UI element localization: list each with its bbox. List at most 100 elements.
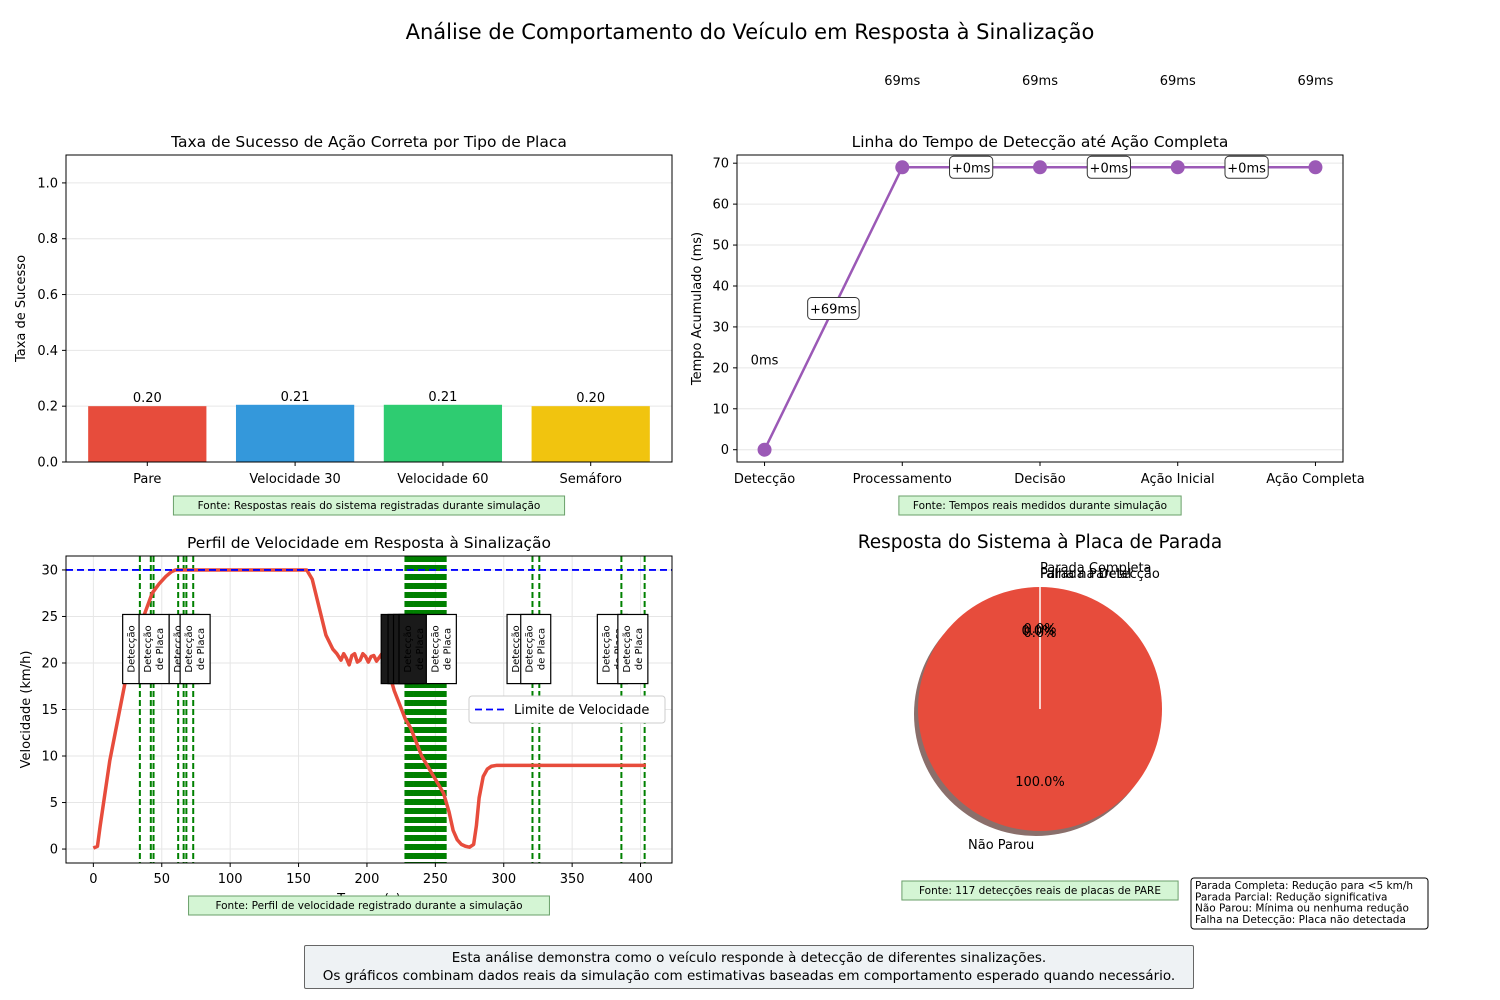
y-tick-label: 0.8: [37, 232, 58, 247]
plot-frame: [736, 154, 1344, 463]
legend-line: Parada Completa: Redução para <5 km/h: [1195, 880, 1413, 892]
y-tick-label: 20: [41, 656, 58, 671]
step-label-box: [1086, 155, 1131, 179]
y-tick-label: 1.0: [37, 176, 58, 191]
legend-line: Falha na Detecção: Placa não detectada: [1195, 914, 1406, 926]
footer-note: Esta análise demonstra como o veículo re…: [304, 945, 1194, 989]
detection-label: de Placa: [155, 628, 166, 670]
point-label: 69ms: [1022, 74, 1058, 89]
detection-label: Detecção: [184, 625, 195, 672]
timeline-point: [1308, 160, 1323, 175]
x-tick-label: 350: [560, 872, 585, 887]
detection-label: Detecção: [143, 625, 154, 672]
y-tick-label: 10: [41, 750, 58, 765]
x-tick-label: Detecção: [734, 472, 795, 487]
detection-timeline-chart: 0 10 20 30 40 50 60 70 Detecção Processamento Deci…: [690, 74, 1365, 516]
step-label: +0ms: [1090, 161, 1129, 176]
source-note-box: [898, 495, 1182, 516]
y-tick-label: 60: [712, 198, 729, 213]
x-tick-label: Velocidade 30: [249, 472, 340, 487]
y-tick-label: 40: [712, 279, 729, 294]
speed-curve: [92, 568, 647, 850]
y-tick-label: 10: [712, 402, 729, 417]
footer-line-1: Esta análise demonstra como o veículo re…: [451, 950, 1047, 966]
timeline-point: [757, 442, 772, 457]
legend-label: Limite de Velocidade: [514, 703, 649, 718]
x-tick-label: 400: [628, 872, 653, 887]
x-tick-label: 0: [89, 872, 97, 887]
detection-label: Detecção: [525, 625, 536, 672]
y-tick-label: 30: [41, 563, 58, 578]
x-tick-label: 100: [218, 872, 243, 887]
detection-label-box: [617, 613, 649, 685]
x-tick-label: Ação Completa: [1266, 472, 1364, 487]
y-axis-label: Taxa de Sucesso: [14, 255, 29, 363]
source-note-box: [901, 880, 1179, 901]
point-label: 0ms: [751, 354, 779, 369]
legend-line: Não Parou: Mínima ou nenhuma redução: [1195, 903, 1409, 915]
bar: [88, 406, 207, 462]
y-tick-label: 70: [712, 157, 729, 172]
step-label-box: [1224, 155, 1269, 179]
bar: [235, 404, 355, 462]
source-note-box: [172, 495, 566, 516]
pie-pct-label: 0.0%: [1021, 624, 1054, 639]
y-axis-label: Velocidade (km/h): [19, 651, 34, 769]
step-label: +0ms: [952, 161, 991, 176]
figure-title: Análise de Comportamento do Veículo em R…: [406, 20, 1095, 44]
speed-profile-chart: 0 50 100 150 200 250 300 350 400 0 5 10 15 20 25 30 Dete…: [19, 534, 673, 916]
x-tick-label: 300: [491, 872, 516, 887]
plot-frame: [65, 555, 673, 864]
bar-value-label: 0.21: [428, 390, 457, 405]
y-tick-label: 0.0: [37, 456, 58, 471]
detection-label-box: [179, 613, 211, 685]
detection-label-box: [520, 613, 552, 685]
detection-label: Detecção: [511, 625, 522, 672]
chart-title: Taxa de Sucesso de Ação Correta por Tipo…: [170, 133, 567, 151]
bar: [383, 404, 503, 462]
step-label: +0ms: [1227, 161, 1266, 176]
timeline-point: [1170, 160, 1185, 175]
source-note: Fonte: Tempos reais medidos durante simu…: [913, 500, 1167, 512]
y-tick-label: 20: [712, 361, 729, 376]
stop-sign-response-pie-chart: 100.0%0.0%0.0%0.0%Parada CompletaParada …: [858, 532, 1429, 930]
point-label: 69ms: [1297, 74, 1333, 89]
y-tick-label: 0.6: [37, 288, 58, 303]
legend-box: [1190, 877, 1429, 930]
x-tick-label: Ação Inicial: [1141, 472, 1215, 487]
timeline-point: [1033, 160, 1047, 175]
x-tick-label: Semáforo: [559, 472, 621, 487]
legend-line: Parada Parcial: Redução significativa: [1195, 891, 1387, 903]
detection-label: de Placa: [196, 628, 207, 670]
y-tick-label: 30: [712, 320, 729, 335]
x-tick-label: 200: [355, 872, 380, 887]
legend-box: [468, 695, 666, 724]
success-rate-bar-chart: 0.0 0.2 0.4 0.6 0.8 1.0 0.20 Pare 0.21 Velocidade…: [14, 133, 673, 516]
footer-line-2: Os gráficos combinam dados reais da simu…: [322, 968, 1176, 984]
bar-value-label: 0.21: [281, 390, 310, 405]
detection-label: Detecção: [601, 625, 612, 672]
y-tick-label: 5: [50, 796, 58, 811]
x-tick-label: Velocidade 60: [397, 472, 488, 487]
x-tick-label: Processamento: [853, 472, 952, 487]
detection-label: Detecção: [403, 625, 414, 672]
y-tick-label: 0.4: [37, 344, 58, 359]
x-tick-label: Pare: [133, 472, 161, 487]
step-label-box: [807, 297, 860, 320]
bar: [531, 406, 650, 462]
plot-frame: [65, 154, 673, 463]
y-tick-label: 50: [712, 239, 729, 254]
chart-title: Perfil de Velocidade em Resposta à Sinal…: [187, 534, 551, 552]
detection-label: de Placa: [537, 628, 548, 670]
x-tick-label: Decisão: [1014, 472, 1066, 487]
y-tick-label: 0: [50, 843, 58, 858]
detection-label-box: [425, 613, 457, 685]
point-label: 69ms: [1160, 74, 1196, 89]
pie-pct-label: 0.0%: [1023, 626, 1056, 641]
pie-pct-label: 0.0%: [1023, 622, 1056, 637]
